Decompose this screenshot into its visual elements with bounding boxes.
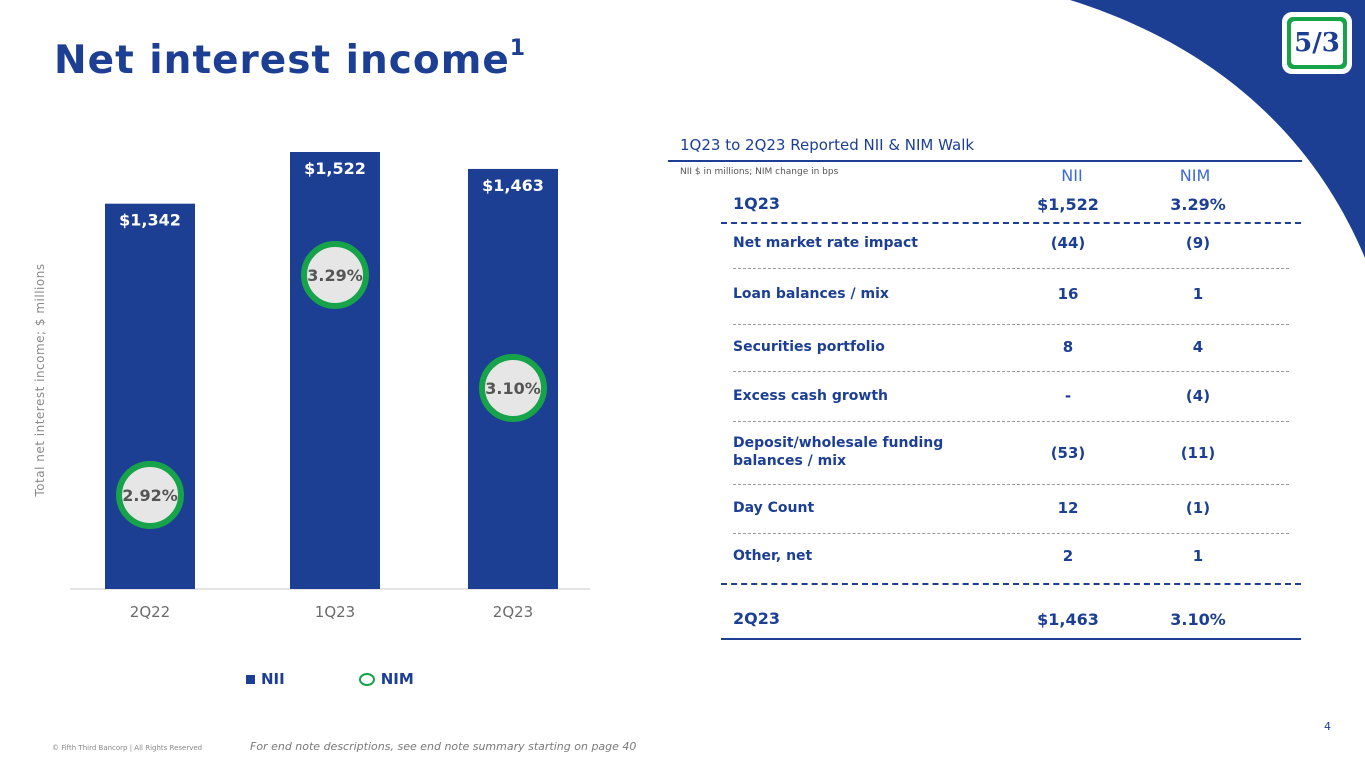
y-axis-label-wrap: Total net interest income; $ millions — [33, 263, 47, 497]
walk-row-nim: (11) — [1180, 444, 1216, 462]
walk-row-nim: (1) — [1185, 499, 1211, 517]
walk-row-nii: (44) — [1050, 234, 1086, 252]
walk-row-nii: 16 — [1057, 285, 1079, 303]
logo-mark: 5/3 — [1291, 21, 1343, 65]
walk-row-nii: - — [1064, 387, 1072, 405]
footer-endnote: For end note descriptions, see end note … — [250, 740, 637, 753]
walk-row-nii: 8 — [1062, 338, 1074, 356]
walk-row-divider — [733, 484, 1289, 485]
walk-row-nii: 12 — [1057, 499, 1079, 517]
walk-row-divider — [733, 324, 1289, 325]
title-footnote: 1 — [509, 36, 527, 61]
walk-end-label: 2Q23 — [733, 609, 780, 628]
walk-row-divider — [733, 268, 1289, 269]
legend-nii-label: NII — [261, 670, 285, 688]
walk-row-label: Other, net — [733, 548, 813, 564]
walk-title-rule — [668, 160, 1302, 162]
walk-title: 1Q23 to 2Q23 Reported NII & NIM Walk — [680, 136, 975, 154]
fifth-third-logo: 5/3 — [1284, 14, 1350, 72]
walk-row-label: Loan balances / mix — [733, 286, 889, 302]
y-axis-label: Total net interest income; $ millions — [33, 263, 47, 497]
walk-row-nii: 2 — [1062, 547, 1074, 565]
legend-nim-swatch — [358, 672, 375, 686]
walk-start-divider — [721, 222, 1301, 224]
nii-data-label: $1,342 — [119, 211, 181, 230]
page-number: 4 — [1324, 720, 1331, 733]
walk-start-nii: $1,522 — [1037, 195, 1099, 214]
walk-row-divider — [733, 371, 1289, 372]
walk-end-nim: 3.10% — [1170, 610, 1226, 629]
x-tick-label: 2Q23 — [493, 603, 533, 621]
chart-legend: NII NIM — [246, 670, 414, 688]
nii-bar — [105, 203, 195, 589]
walk-row-nii: (53) — [1050, 444, 1086, 462]
title-text: Net interest income — [54, 38, 510, 83]
walk-end-divider — [721, 583, 1301, 585]
walk-bottom-rule — [721, 638, 1301, 640]
walk-note: NII $ in millions; NIM change in bps — [680, 167, 839, 177]
walk-row-divider — [733, 533, 1289, 534]
nii-bar-chart: $1,342 2Q22 2.92% $1,522 1Q23 3.29% $1,463 2Q23… — [70, 152, 590, 621]
nim-marker — [479, 353, 547, 422]
walk-row-divider — [733, 421, 1289, 422]
walk-row-nim: 1 — [1192, 547, 1204, 565]
nim-data-label: 3.10% — [485, 379, 541, 398]
walk-row-nim: (4) — [1185, 387, 1211, 405]
legend-nim-label: NIM — [380, 670, 414, 688]
walk-row-label: Securities portfolio — [733, 339, 885, 355]
nii-data-label: $1,463 — [482, 176, 544, 195]
page-title: Net interest income1 — [54, 36, 527, 83]
walk-end-nii: $1,463 — [1037, 610, 1099, 629]
walk-start-label: 1Q23 — [733, 194, 780, 213]
x-tick-label: 2Q22 — [130, 603, 170, 621]
legend-nii-swatch — [246, 674, 255, 684]
walk-row-label: Excess cash growth — [733, 388, 888, 404]
nim-marker — [116, 461, 184, 529]
nim-data-label: 3.29% — [307, 266, 363, 285]
nii-bar — [290, 152, 380, 589]
footer-copyright: © Fifth Third Bancorp | All Rights Reser… — [52, 744, 203, 752]
walk-row-label: Net market rate impact — [733, 235, 918, 251]
nii-data-label: $1,522 — [304, 159, 366, 178]
nim-marker — [301, 241, 369, 309]
column-header-nim: NIM — [1179, 166, 1211, 185]
column-header-nii: NII — [1061, 166, 1083, 185]
walk-row-label: Day Count — [733, 500, 815, 516]
walk-row-nim: 1 — [1192, 285, 1204, 303]
walk-row-label: Deposit/wholesale funding balances / mix — [733, 435, 944, 469]
walk-start-nim: 3.29% — [1170, 195, 1226, 214]
walk-row-nim: (9) — [1185, 234, 1211, 252]
x-tick-label: 1Q23 — [315, 603, 355, 621]
nim-data-label: 2.92% — [122, 486, 178, 505]
walk-row-nim: 4 — [1192, 338, 1204, 356]
